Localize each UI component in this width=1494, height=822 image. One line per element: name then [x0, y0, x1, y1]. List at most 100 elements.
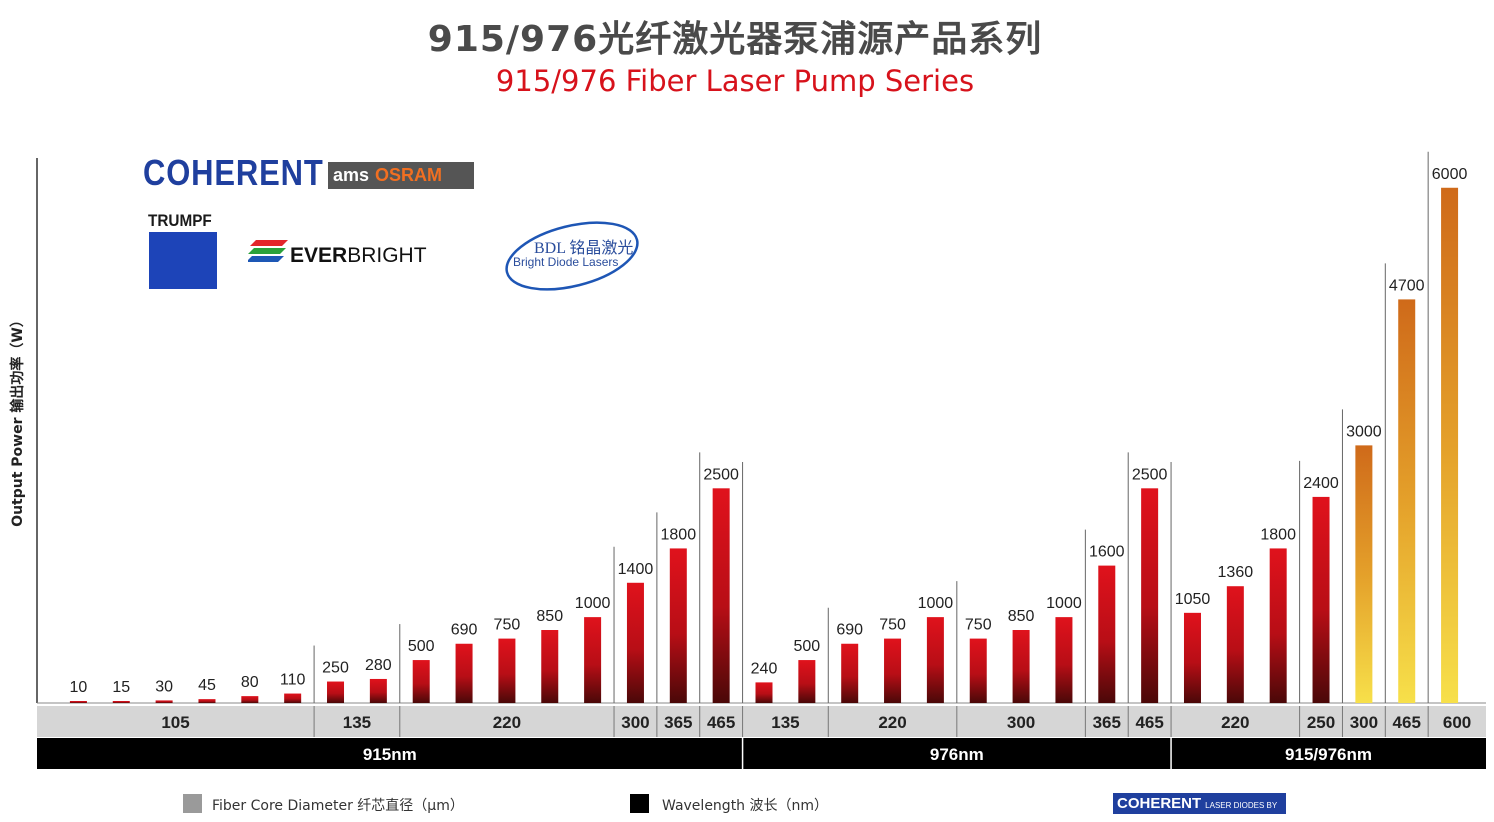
fiber-core-row: [37, 706, 1486, 737]
bar-value-label: 250: [322, 660, 349, 677]
bar-value-label: 110: [280, 672, 306, 689]
legend-wavelength-swatch: [630, 794, 649, 813]
bar: [1183, 612, 1201, 703]
bar: [284, 693, 302, 703]
bar-value-label: 1400: [618, 561, 654, 578]
bar: [1141, 488, 1159, 703]
fiber-core-label: 220: [878, 713, 906, 732]
bar: [798, 660, 816, 703]
bar: [969, 638, 987, 703]
bar: [669, 548, 687, 703]
bar: [712, 488, 730, 703]
wavelength-label: 915/976nm: [1285, 745, 1372, 764]
fiber-core-label: 250: [1307, 713, 1335, 732]
everbright-logo-bold: EVER: [290, 244, 348, 267]
bar-value-label: 690: [836, 622, 863, 639]
bar: [884, 638, 902, 703]
bar: [369, 678, 387, 703]
everbright-logo-icon: [248, 240, 288, 262]
legend-fiber-swatch: [183, 794, 202, 813]
coherent-logo: COHERENT: [143, 152, 324, 193]
bar: [1355, 445, 1373, 703]
fiber-core-label: 300: [1007, 713, 1035, 732]
y-axis-label: Output Power 输出功率（W）: [9, 313, 26, 527]
bar-value-label: 750: [494, 617, 521, 634]
bar: [755, 682, 773, 703]
fiber-core-label: 135: [343, 713, 371, 732]
bar: [155, 700, 173, 703]
bar: [841, 643, 859, 703]
bar-value-label: 45: [198, 677, 216, 694]
ams-osram-logo: ams OSRAM: [328, 162, 474, 189]
bar-value-label: 500: [793, 638, 820, 655]
bar-value-label: 750: [965, 617, 992, 634]
bar-value-label: 15: [112, 679, 130, 696]
bar-value-label: 4700: [1389, 277, 1425, 294]
bar: [1441, 187, 1459, 703]
bar-value-label: 30: [155, 678, 173, 695]
fiber-core-label: 105: [161, 713, 189, 732]
fiber-core-label: 365: [664, 713, 692, 732]
bar-value-label: 10: [70, 679, 88, 696]
bar: [1269, 548, 1287, 703]
bar: [626, 582, 644, 703]
bar: [1398, 299, 1416, 703]
bar-value-label: 690: [451, 622, 478, 639]
fiber-core-label: 600: [1443, 713, 1471, 732]
wavelength-row: [37, 738, 1486, 769]
osram-logo-text: OSRAM: [375, 165, 443, 185]
bar-value-label: 750: [879, 617, 906, 634]
bar: [1012, 630, 1030, 703]
bar-value-label: 1000: [1046, 595, 1082, 612]
bar-value-label: 850: [536, 608, 563, 625]
bar-value-label: 1360: [1218, 564, 1254, 581]
wavelength-label: 915nm: [363, 745, 417, 764]
bdl-logo-subtext: Bright Diode Lasers: [513, 255, 619, 269]
bar: [327, 681, 345, 703]
bar: [584, 617, 602, 703]
bar: [69, 701, 87, 703]
bar: [498, 638, 516, 703]
legend-fiber-label: Fiber Core Diameter 纤芯直径（μm）: [212, 798, 464, 814]
bar-value-label: 6000: [1432, 166, 1468, 183]
wavelength-label: 976nm: [930, 745, 984, 764]
bdl-logo-text: BDL 铭晶激光: [534, 240, 634, 257]
bar: [1312, 496, 1330, 703]
bar: [198, 699, 216, 703]
fiber-core-label: 220: [493, 713, 521, 732]
coherent-footer-logo: COHERENT LASER DIODES BY: [1113, 793, 1286, 814]
fiber-core-label: 135: [771, 713, 799, 732]
ams-logo-text: ams: [333, 165, 370, 185]
fiber-core-label: 365: [1093, 713, 1121, 732]
bar-value-label: 2500: [1132, 466, 1168, 483]
bar: [455, 643, 473, 703]
bar-value-label: 3000: [1346, 423, 1382, 440]
legend-wavelength-label: Wavelength 波长（nm）: [662, 798, 829, 814]
fiber-core-label: 300: [1350, 713, 1378, 732]
bar-value-label: 80: [241, 674, 259, 691]
fiber-core-label: 465: [1135, 713, 1163, 732]
fiber-core-label: 220: [1221, 713, 1249, 732]
chart-subtitle: 915/976 Fiber Laser Pump Series: [495, 64, 975, 98]
bar-value-label: 1000: [575, 595, 611, 612]
bar-value-label: 1800: [1260, 526, 1296, 543]
bar: [541, 630, 559, 703]
footer-tagline: LASER DIODES BY: [1205, 801, 1278, 810]
everbright-logo-text: EVERBRIGHT: [290, 244, 427, 268]
bar-value-label: 1600: [1089, 544, 1125, 561]
fiber-core-label: 465: [1393, 713, 1421, 732]
bar: [926, 617, 944, 703]
bar: [241, 696, 259, 703]
bar-value-label: 280: [365, 657, 392, 674]
bar: [1226, 586, 1244, 703]
bar-value-label: 240: [751, 660, 778, 677]
bar-value-label: 500: [408, 638, 435, 655]
bar: [1055, 617, 1073, 703]
bar-value-label: 2500: [703, 466, 739, 483]
bar: [112, 701, 130, 703]
bar-value-label: 2400: [1303, 475, 1339, 492]
everbright-logo-rest: BRIGHT: [347, 244, 427, 267]
bar-value-label: 1050: [1175, 591, 1211, 608]
fiber-core-label: 465: [707, 713, 735, 732]
